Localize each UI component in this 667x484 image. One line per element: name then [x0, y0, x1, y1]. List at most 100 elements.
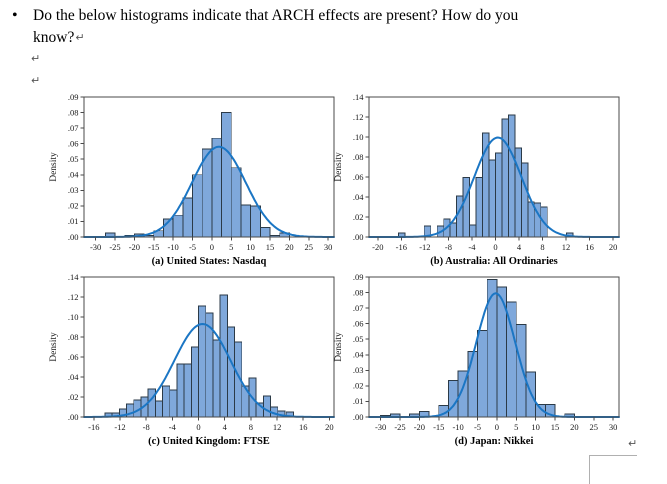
x-tick-label: -25 [109, 242, 120, 252]
histogram-bar [162, 385, 171, 418]
histogram-bar [154, 400, 163, 418]
y-tick-label: .05 [353, 334, 364, 344]
panel-japan-nikkei: .00.01.02.03.04.05.06.07.08.09 -30 -25 -20-… [325, 268, 625, 450]
y-tick-label: .00 [68, 412, 79, 422]
panel-australia-all-ordinaries: .00 .02 .04 .06 .08 .10 .12 .14 -20 -16 -12 -8 -4 0 4 8… [325, 88, 625, 270]
text-boundary-corner-vertical [589, 455, 590, 484]
histogram-bar [190, 346, 199, 418]
x-tick-label: 20 [570, 422, 579, 432]
histogram-chart: .00.01.02.03.04.05.06.07.08.09-30 -25 -20-… [49, 92, 335, 267]
x-tick-label: -30 [375, 422, 386, 432]
y-tick-label: .09 [353, 272, 364, 282]
histogram-bar [240, 204, 252, 238]
x-tick-label: 10 [246, 242, 255, 252]
x-tick-label: -8 [143, 422, 150, 432]
x-tick-label: -4 [169, 422, 177, 432]
histogram-bar [475, 177, 483, 238]
y-tick-label: .02 [353, 381, 364, 391]
histogram-bar [230, 167, 242, 238]
y-tick-label: .08 [353, 152, 364, 162]
y-tick-label: .00 [353, 412, 364, 422]
histogram-bar [507, 114, 516, 238]
histogram-bar [176, 363, 185, 418]
y-tick-label: .08 [68, 332, 79, 342]
histogram-bar [515, 323, 527, 418]
histogram-bar [212, 339, 221, 418]
y-tick-label: .04 [353, 350, 364, 360]
y-tick-label: .05 [68, 154, 79, 164]
x-tick-label: 25 [590, 422, 599, 432]
x-tick-label: 16 [585, 242, 594, 252]
density-curve [83, 322, 335, 418]
empty-paragraph-mark-1: ↵ [31, 52, 41, 65]
histogram-bar [221, 112, 232, 238]
y-tick-label: .14 [353, 92, 364, 102]
y-axis-title: Density [49, 332, 59, 362]
x-tick-label: -15 [433, 422, 444, 432]
histogram-chart: .00 .02 .04 .06 .08 .10 .12 .14 -16 -12 -8 -4 0 4 8 12 1… [49, 272, 335, 447]
x-tick-label: 8 [249, 422, 253, 432]
x-tick-label: 15 [266, 242, 275, 252]
y-tick-label: .06 [353, 318, 364, 328]
y-tick-label: .01 [68, 216, 79, 226]
y-tick-label: .02 [68, 201, 79, 211]
y-axis-title: Density [334, 152, 344, 182]
y-tick-label: .02 [68, 392, 79, 402]
histogram-bar [501, 118, 509, 238]
plot-frame [368, 96, 620, 238]
y-tick-label: .09 [68, 92, 79, 102]
y-tick-label: .04 [68, 170, 79, 180]
histogram-bar [147, 388, 156, 418]
y-tick-label: .00 [68, 232, 79, 242]
x-tick-label: 25 [305, 242, 314, 252]
histogram-bar [172, 214, 184, 238]
x-tick-label: -16 [88, 422, 99, 432]
y-tick-label: .03 [353, 365, 364, 375]
histogram-bar [488, 159, 496, 238]
y-tick-label: .14 [68, 272, 79, 282]
histogram-bar [198, 305, 207, 418]
x-tick-label: 4 [517, 242, 522, 252]
x-tick-label: 30 [609, 422, 618, 432]
x-tick-label: -10 [452, 422, 463, 432]
x-tick-label: -10 [167, 242, 178, 252]
histogram-bar [219, 294, 228, 418]
y-tick-label: .12 [353, 112, 364, 122]
bullet-marker: • [12, 7, 18, 24]
histogram-bar [226, 326, 235, 418]
y-tick-label: .07 [68, 123, 79, 133]
x-tick-label: 20 [609, 242, 618, 252]
panel-caption: (b) Australia: All Ordinaries [430, 256, 557, 267]
histogram-chart: .00.01.02.03.04.05.06.07.08.09-30 -25 -20-… [334, 272, 620, 447]
histogram-bar [250, 205, 261, 238]
histogram-bar [462, 177, 471, 238]
y-axis-title: Density [49, 152, 59, 182]
y-tick-label: .12 [68, 292, 79, 302]
histogram-bar [182, 197, 193, 238]
x-tick-label: -4 [468, 242, 476, 252]
x-tick-label: -12 [114, 422, 125, 432]
x-tick-label: -12 [419, 242, 430, 252]
y-tick-label: .01 [353, 396, 364, 406]
x-tick-label: -25 [394, 422, 405, 432]
histogram-bar [192, 174, 203, 238]
histogram-bar [262, 395, 271, 418]
x-tick-label: 5 [229, 242, 233, 252]
x-tick-label: -8 [445, 242, 452, 252]
histogram-bar [456, 195, 464, 238]
x-tick-label: 20 [285, 242, 294, 252]
y-tick-label: .06 [353, 172, 364, 182]
histogram-bar [201, 148, 213, 238]
histogram-bar [448, 379, 459, 418]
x-tick-label: -20 [414, 422, 425, 432]
x-tick-label: 4 [223, 422, 228, 432]
x-tick-label: -5 [189, 242, 196, 252]
x-tick-label: 0 [495, 422, 499, 432]
panel-caption: (a) United States: Nasdaq [152, 256, 267, 267]
y-tick-label: .10 [353, 132, 364, 142]
histogram-bar [211, 137, 223, 238]
y-tick-label: .08 [68, 107, 79, 117]
x-tick-label: 12 [562, 242, 571, 252]
x-tick-label: -30 [90, 242, 101, 252]
x-tick-label: -16 [396, 242, 407, 252]
